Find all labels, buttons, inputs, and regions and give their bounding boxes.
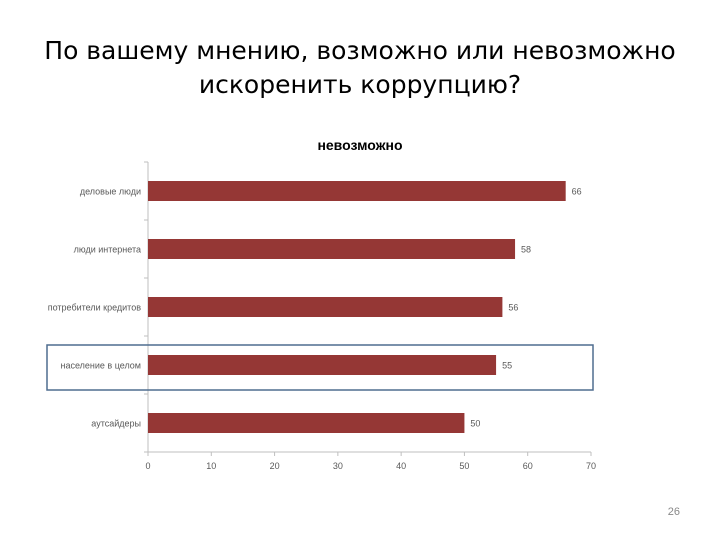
x-tick-label: 10: [206, 461, 216, 471]
bar: [148, 413, 465, 433]
chart-highlight: [46, 344, 594, 391]
chart-title: невозможно: [317, 137, 402, 153]
x-tick-label: 40: [396, 461, 406, 471]
data-label: 58: [521, 245, 531, 255]
data-label: 55: [502, 361, 512, 371]
data-label: 56: [508, 303, 518, 313]
highlight-box: [46, 344, 594, 391]
bar: [148, 355, 497, 375]
x-tick-label: 0: [145, 461, 150, 471]
x-tick-label: 70: [586, 461, 596, 471]
category-label: деловые люди: [80, 187, 141, 197]
data-label: 50: [470, 419, 480, 429]
chart-bars: [148, 181, 566, 433]
x-tick-label: 50: [459, 461, 469, 471]
bar: [148, 239, 516, 259]
page-number: 26: [667, 506, 680, 518]
category-label: потребители кредитов: [48, 303, 141, 313]
x-tick-label: 60: [523, 461, 533, 471]
bar: [148, 181, 566, 201]
category-label: население в целом: [60, 361, 141, 371]
x-tick-label: 20: [270, 461, 280, 471]
slide-title: По вашему мнению, возможно или невозможн…: [44, 36, 676, 99]
category-label: люди интернета: [74, 245, 141, 255]
x-tick-label: 30: [333, 461, 343, 471]
data-label: 66: [572, 187, 582, 197]
chart-labels: деловые люди 66 люди интернета 58 потребител…: [48, 187, 582, 429]
bar: [148, 297, 503, 317]
category-label: аутсайдеры: [91, 419, 141, 429]
